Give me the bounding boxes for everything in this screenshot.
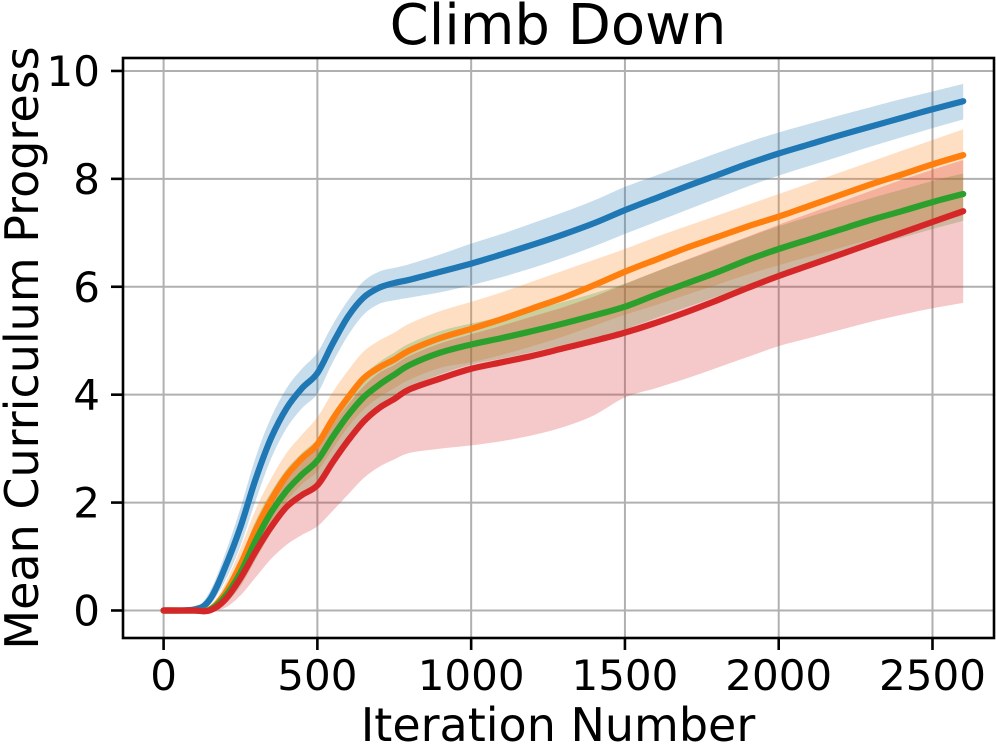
y-tick-label: 6 — [73, 263, 100, 312]
x-tick-label: 500 — [277, 651, 357, 700]
grid — [123, 58, 994, 638]
confidence-band-run-red — [163, 160, 964, 612]
x-axis-label: Iteration Number — [361, 698, 756, 750]
tick-marks — [111, 69, 934, 650]
x-tick-label: 2500 — [879, 651, 986, 700]
x-tick-label: 1000 — [418, 651, 525, 700]
x-tick-label: 2000 — [725, 651, 832, 700]
series-line-run-red — [160, 208, 967, 615]
x-tick-label: 0 — [150, 651, 177, 700]
y-tick-label: 8 — [73, 155, 100, 204]
y-tick-label: 10 — [47, 47, 100, 96]
x-tick-label: 1500 — [571, 651, 678, 700]
confidence-band-run-orange — [163, 129, 964, 612]
y-tick-label: 0 — [73, 586, 100, 635]
series-line-run-orange — [160, 152, 967, 615]
tick-labels: 0 500 1000 1500 2000 2500 0 2 4 6 8 10 — [47, 47, 986, 700]
chart-title: Climb Down — [390, 0, 727, 58]
y-tick-label: 4 — [73, 371, 100, 420]
series-lines — [160, 98, 967, 615]
y-tick-label: 2 — [73, 479, 100, 528]
confidence-band-run-blue — [163, 83, 964, 611]
plot-area: 0 500 1000 1500 2000 2500 0 2 4 6 8 10 — [47, 47, 996, 700]
series-line-run-green — [160, 190, 967, 615]
plot-spines — [121, 56, 996, 640]
y-axis-label: Mean Curriculum Progress — [0, 46, 49, 649]
series-line-run-blue — [160, 98, 967, 614]
